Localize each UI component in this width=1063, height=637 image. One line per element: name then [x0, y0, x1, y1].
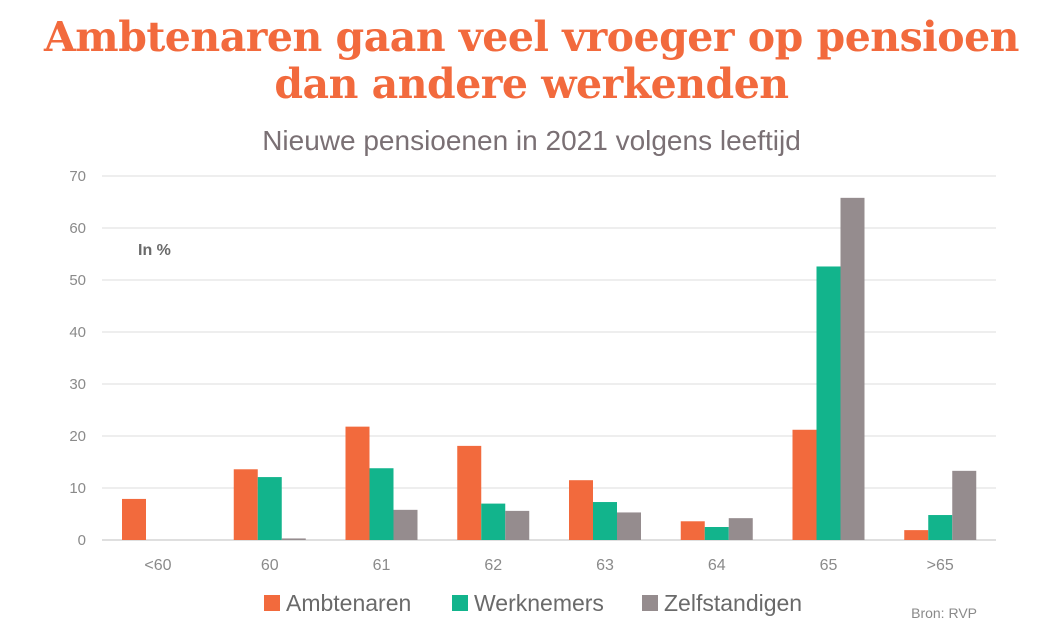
- bar-ambtenaren-63: [569, 480, 593, 540]
- y-tick-label: 40: [69, 324, 86, 341]
- bar-werknemers-65: [816, 266, 841, 540]
- bar-ambtenaren-60: [233, 469, 258, 540]
- x-tick-label: 60: [261, 557, 279, 574]
- x-tick-label: 62: [484, 557, 502, 574]
- bar-werknemers-60: [257, 477, 282, 540]
- bar-zelfstandigen-64: [728, 518, 753, 540]
- x-tick-label: 64: [708, 557, 726, 574]
- bar-ambtenaren-61: [345, 426, 370, 540]
- chart-title: Nieuwe pensioenen in 2021 volgens leefti…: [262, 125, 801, 156]
- bar-zelfstandigen-65: [840, 197, 865, 540]
- y-tick-label: 0: [78, 532, 86, 549]
- y-tick-label: 50: [69, 272, 86, 289]
- x-tick-label: >65: [927, 557, 954, 574]
- bar-ambtenaren-gt65: [904, 530, 929, 540]
- y-tick-label: 70: [69, 168, 86, 185]
- bar-zelfstandigen-62: [505, 510, 530, 540]
- bar-werknemers-61: [369, 468, 394, 540]
- bar-zelfstandigen-60: [281, 538, 306, 540]
- x-tick-label: 63: [596, 557, 614, 574]
- bar-zelfstandigen-61: [393, 509, 418, 540]
- bar-ambtenaren-62: [457, 445, 482, 540]
- legend-swatch-zelfstandigen: [642, 595, 658, 611]
- y-tick-label: 30: [69, 376, 86, 393]
- bar-ambtenaren-65: [792, 429, 817, 540]
- unit-label: In %: [138, 242, 171, 259]
- bar-werknemers-62: [481, 503, 506, 540]
- x-tick-label: 65: [820, 557, 838, 574]
- headline: Ambtenaren gaan veel vroeger op pensioen…: [44, 13, 1020, 108]
- source-note: Bron: RVP: [911, 605, 977, 621]
- bar-werknemers-63: [593, 502, 617, 540]
- legend-label-zelfstandigen: Zelfstandigen: [664, 590, 802, 616]
- bar-ambtenaren-lt60: [122, 498, 146, 540]
- legend-label-ambtenaren: Ambtenaren: [286, 590, 411, 616]
- bar-werknemers-gt65: [928, 515, 953, 540]
- y-tick-label: 10: [69, 480, 86, 497]
- legend-label-werknemers: Werknemers: [474, 590, 604, 616]
- x-tick-label: 61: [373, 557, 391, 574]
- bar-werknemers-64: [704, 527, 729, 540]
- y-tick-label: 60: [69, 220, 86, 237]
- y-tick-label: 20: [69, 428, 86, 445]
- bar-zelfstandigen-gt65: [952, 470, 977, 540]
- legend-swatch-werknemers: [452, 595, 468, 611]
- bar-ambtenaren-64: [680, 521, 705, 540]
- legend-swatch-ambtenaren: [264, 595, 280, 611]
- x-tick-label: <60: [144, 557, 171, 574]
- bar-zelfstandigen-63: [617, 512, 641, 540]
